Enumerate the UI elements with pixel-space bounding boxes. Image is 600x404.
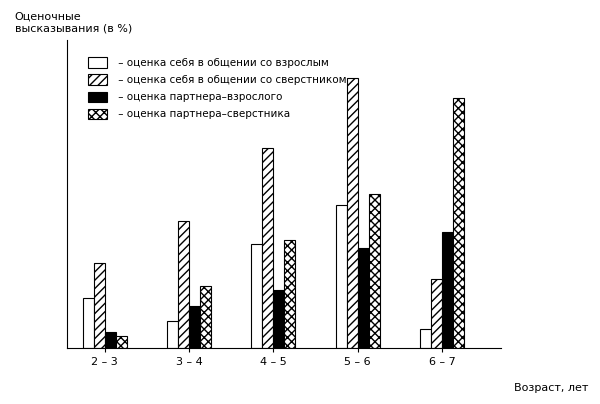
Bar bbox=[284, 240, 295, 348]
Text: Оценочные
высказывания (в %): Оценочные высказывания (в %) bbox=[15, 11, 132, 34]
Bar bbox=[274, 290, 284, 348]
Bar bbox=[167, 321, 178, 348]
Bar bbox=[431, 278, 442, 348]
Bar bbox=[83, 298, 94, 348]
Bar bbox=[189, 305, 200, 348]
Text: Возраст, лет: Возраст, лет bbox=[514, 383, 588, 393]
Bar bbox=[347, 78, 358, 348]
Bar bbox=[178, 221, 189, 348]
Bar bbox=[442, 232, 453, 348]
Bar bbox=[368, 194, 380, 348]
Bar bbox=[251, 244, 262, 348]
Bar bbox=[105, 332, 116, 348]
Bar bbox=[420, 328, 431, 348]
Legend:  – оценка себя в общении со взрослым,  – оценка себя в общении со сверстником,  : – оценка себя в общении со взрослым, – о… bbox=[85, 54, 350, 122]
Bar bbox=[336, 205, 347, 348]
Bar bbox=[116, 337, 127, 348]
Bar bbox=[453, 97, 464, 348]
Bar bbox=[262, 147, 274, 348]
Bar bbox=[200, 286, 211, 348]
Bar bbox=[94, 263, 105, 348]
Bar bbox=[358, 248, 368, 348]
